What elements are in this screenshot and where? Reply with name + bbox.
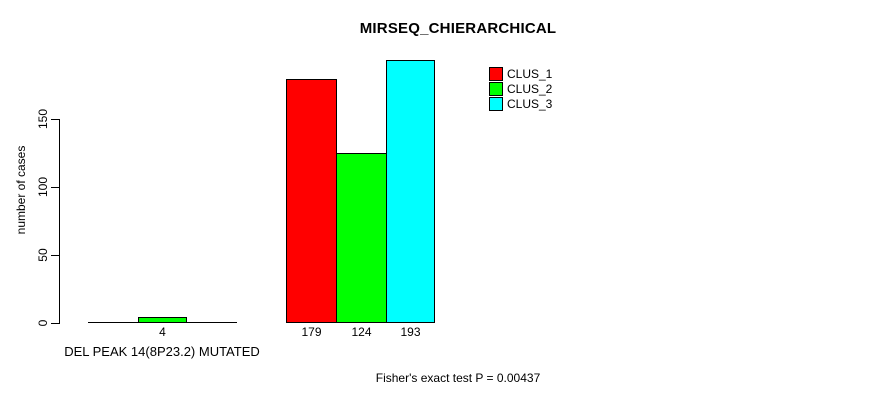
y-tick-label-150: 150 [36,108,50,130]
legend-swatch-clus3 [489,97,503,111]
y-axis-label: number of cases [14,145,28,235]
bar-value-label: 124 [351,325,372,339]
legend-swatch-clus1 [489,67,503,81]
y-tick-mark-100 [51,187,59,188]
bar-clus3-group2 [386,60,435,323]
y-tick-mark-150 [51,119,59,120]
group1-axis-label: DEL PEAK 14(8P23.2) MUTATED [64,344,260,359]
y-tick-mark-0 [51,323,59,324]
bar-value-label: 4 [159,325,166,339]
y-tick-label-50: 50 [36,248,50,262]
y-axis-line [59,119,60,324]
legend-label-clus2: CLUS_2 [507,82,553,96]
y-tick-mark-50 [51,255,59,256]
bar-value-label: 193 [400,325,421,339]
legend-label-clus1: CLUS_1 [507,67,553,81]
bar-clus2-group2 [336,153,387,323]
legend-label-clus3: CLUS_3 [507,97,553,111]
y-tick-label-0: 0 [36,319,50,327]
chart-title: MIRSEQ_CHIERARCHICAL [359,20,557,37]
y-tick-label-100: 100 [36,176,50,198]
bar-clus1-group2 [286,79,337,323]
fisher-test-annotation: Fisher's exact test P = 0.00437 [375,371,541,385]
bar-clus2-mutated [138,317,187,323]
bar-value-label: 179 [301,325,322,339]
legend-swatch-clus2 [489,82,503,96]
